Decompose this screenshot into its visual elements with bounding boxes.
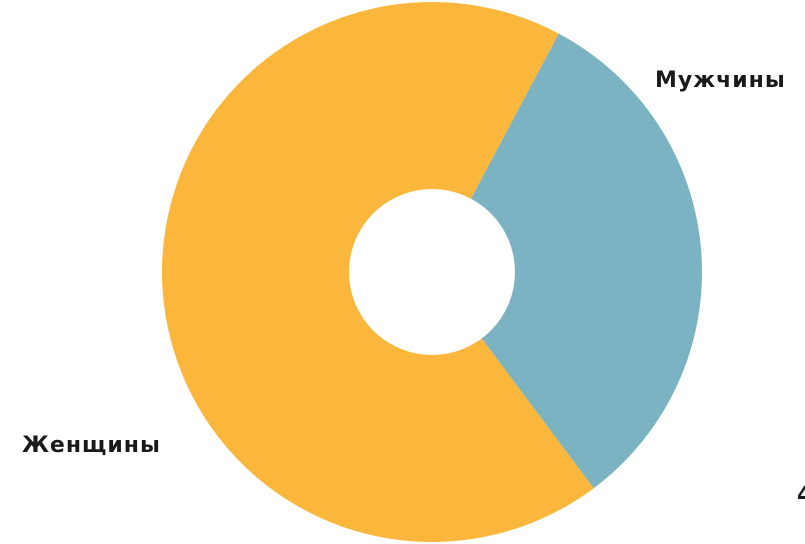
- cropped-edge-glyph: 4: [797, 483, 805, 508]
- donut-hole: [349, 189, 515, 355]
- slice-label-men: Мужчины: [655, 68, 786, 93]
- slice-label-women: Женщины: [22, 433, 161, 458]
- slice-men: [432, 33, 703, 489]
